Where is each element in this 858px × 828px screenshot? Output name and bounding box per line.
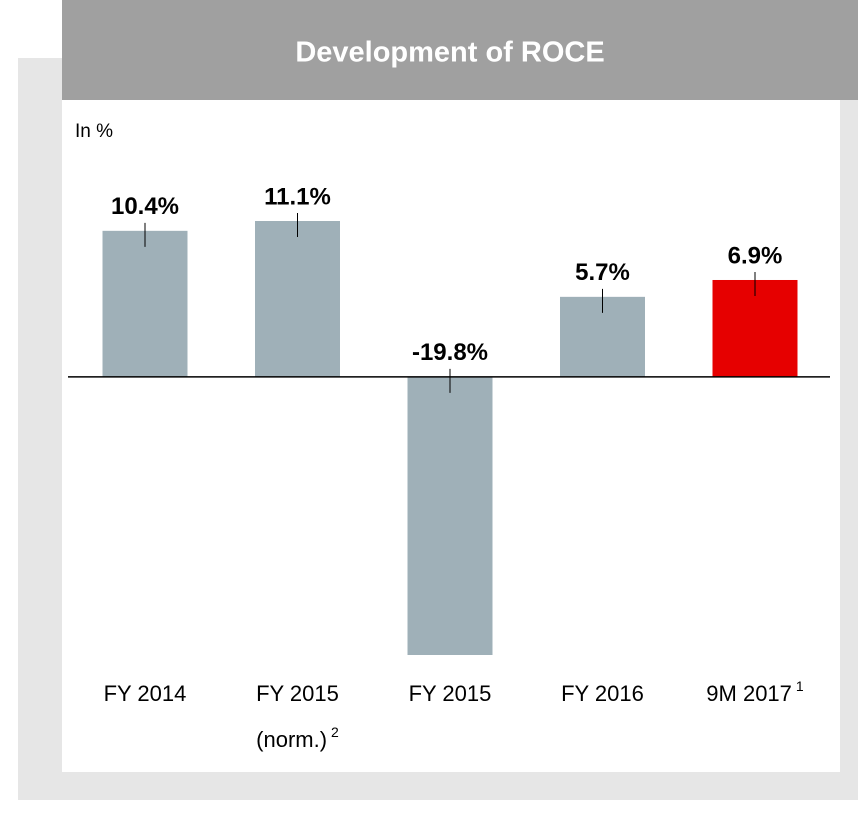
category-text: 9M 2017: [706, 681, 792, 706]
header-band: [62, 0, 858, 100]
chart-title: Development of ROCE: [295, 37, 604, 69]
x-tick-label: FY 2015 (norm.) 2: [228, 671, 368, 763]
value-label: 11.1%: [264, 183, 331, 210]
value-label: 5.7%: [575, 259, 630, 286]
unit-label: In %: [75, 121, 113, 142]
bar: [255, 221, 340, 377]
value-label: 10.4%: [111, 193, 179, 220]
category-text: FY 2014: [103, 681, 187, 706]
bar: [712, 279, 798, 377]
x-tick-label: 9M 2017 1: [685, 671, 825, 717]
category-text: FY 2015: [408, 681, 492, 706]
footnote-mark: 1: [795, 678, 804, 694]
value-label: -19.8%: [412, 339, 488, 366]
x-tick-label: FY 2014: [75, 671, 215, 717]
bar: [407, 376, 493, 655]
x-tick-label: FY 2015: [380, 671, 520, 717]
bar: [102, 230, 188, 377]
value-label: 6.9%: [728, 242, 783, 269]
x-tick-label: FY 2016: [533, 671, 673, 717]
footnote-mark: 2: [331, 724, 339, 740]
category-text: FY 2016: [561, 681, 644, 706]
category-text: FY 2015 (norm.): [256, 681, 339, 752]
